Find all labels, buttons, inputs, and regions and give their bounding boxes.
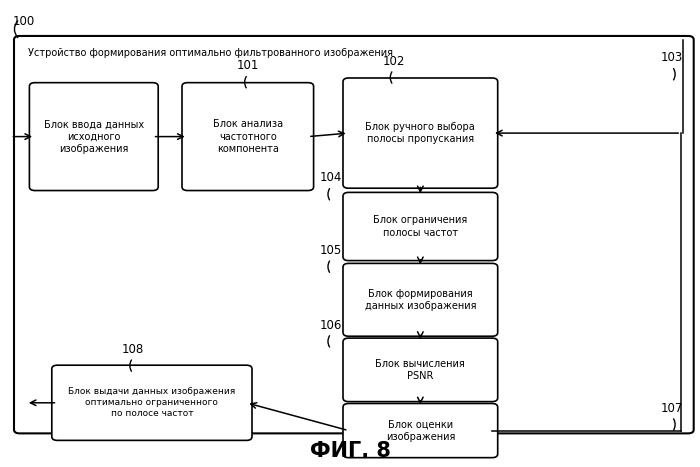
Text: Блок ограничения
полосы частот: Блок ограничения полосы частот [373, 215, 468, 238]
FancyBboxPatch shape [29, 83, 158, 191]
Text: 107: 107 [661, 402, 683, 415]
FancyBboxPatch shape [343, 78, 498, 188]
FancyBboxPatch shape [343, 192, 498, 261]
Text: Блок формирования
данных изображения: Блок формирования данных изображения [365, 289, 476, 311]
FancyBboxPatch shape [52, 365, 252, 440]
Text: 104: 104 [320, 171, 342, 184]
Text: Устройство формирования оптимально фильтрованного изображения: Устройство формирования оптимально фильт… [28, 48, 393, 57]
Text: ФИГ. 8: ФИГ. 8 [309, 441, 391, 460]
Text: 106: 106 [320, 318, 342, 332]
Text: 105: 105 [320, 244, 342, 257]
Text: Блок ввода данных
исходного
изображения: Блок ввода данных исходного изображения [43, 119, 144, 154]
Text: Блок ручного выбора
полосы пропускания: Блок ручного выбора полосы пропускания [365, 122, 475, 144]
Text: 102: 102 [382, 55, 405, 68]
Text: 101: 101 [237, 59, 259, 72]
FancyBboxPatch shape [182, 83, 314, 191]
Text: Блок оценки
изображения: Блок оценки изображения [386, 419, 455, 442]
Text: Блок вычисления
PSNR: Блок вычисления PSNR [375, 359, 466, 381]
Text: Блок анализа
частотного
компонента: Блок анализа частотного компонента [213, 119, 283, 154]
FancyBboxPatch shape [14, 36, 694, 433]
Text: 103: 103 [661, 51, 683, 64]
FancyBboxPatch shape [343, 338, 498, 402]
FancyBboxPatch shape [343, 403, 498, 458]
FancyBboxPatch shape [343, 263, 498, 336]
Text: Блок выдачи данных изображения
оптимально ограниченного
по полосе частот: Блок выдачи данных изображения оптимальн… [69, 387, 235, 418]
Text: 100: 100 [13, 14, 35, 28]
Text: 108: 108 [122, 343, 144, 356]
